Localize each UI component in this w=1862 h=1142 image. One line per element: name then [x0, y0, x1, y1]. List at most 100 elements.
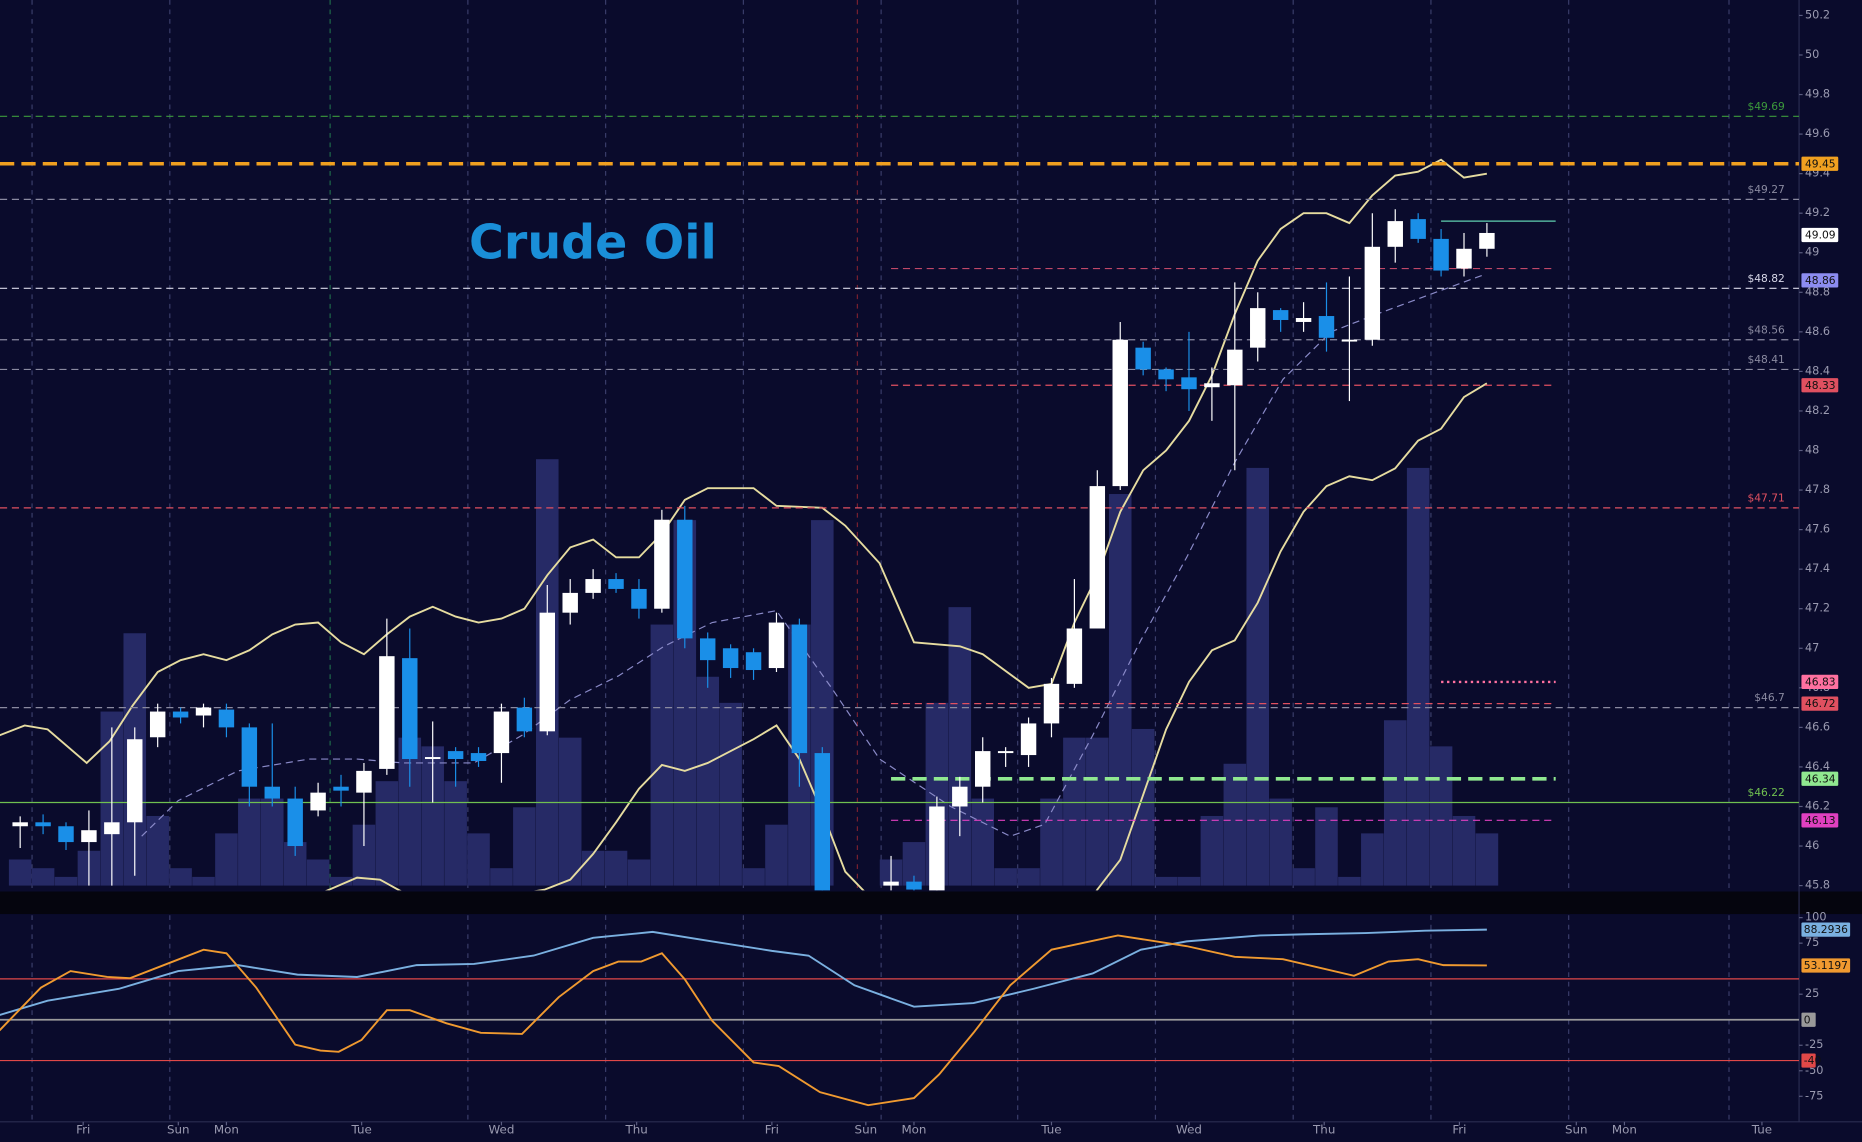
osc-level-box-label: -40	[1804, 1054, 1822, 1067]
osc-value-label: 88.2936	[1804, 923, 1848, 936]
volume-bar	[1086, 737, 1109, 886]
level-box-label: 46.72	[1805, 697, 1836, 710]
volume-bar	[627, 859, 651, 886]
candle-body	[975, 751, 991, 787]
volume-bar	[994, 868, 1017, 886]
candle-body	[379, 656, 395, 769]
osc-value-box	[1801, 958, 1851, 973]
level-label: $48.41	[1747, 353, 1784, 366]
x-tick-label: Fri	[1452, 1123, 1466, 1137]
x-tick-label: Tue	[1040, 1123, 1061, 1137]
osc-value-label: 53.1197	[1804, 959, 1848, 972]
y-tick-label: 46	[1805, 839, 1819, 852]
band-line	[141, 273, 1485, 837]
candle-body	[447, 751, 464, 760]
candle-body	[562, 592, 578, 613]
level-box-label: 48.33	[1805, 379, 1836, 392]
x-tick-label: Tue	[1751, 1123, 1772, 1137]
level-label: $47.71	[1747, 491, 1784, 504]
volume-bar	[513, 807, 536, 886]
y-tick-label: 45.8	[1805, 879, 1830, 892]
candle-body	[1410, 219, 1426, 239]
candle-body	[218, 709, 235, 728]
y-tick-label: 47.4	[1805, 562, 1830, 575]
volume-bar	[1017, 868, 1040, 886]
volume-bar	[604, 850, 628, 886]
level-box	[1801, 227, 1839, 243]
candle-body	[493, 711, 510, 754]
candle-body	[1158, 369, 1174, 380]
volume-bar	[1361, 833, 1384, 886]
y-tick-label: 48.2	[1805, 404, 1830, 417]
candle-body	[539, 612, 556, 732]
volume-bar	[1269, 798, 1292, 886]
candle-body	[1020, 723, 1037, 756]
candle-body	[585, 579, 601, 593]
candle-body	[195, 707, 212, 716]
volume-bar	[352, 824, 376, 886]
grid	[31, 0, 1730, 1122]
y-tick-label: 50.2	[1805, 8, 1830, 21]
volume-bar	[696, 676, 719, 886]
candle-body	[149, 711, 166, 738]
candle-body	[654, 519, 670, 609]
level-box	[1801, 696, 1839, 711]
candle-body	[402, 658, 418, 760]
volume-bar	[215, 833, 238, 886]
level-box	[1801, 156, 1839, 171]
volume-bar	[8, 859, 32, 886]
volume-bar	[54, 876, 78, 886]
y-tick-label: 48.4	[1805, 364, 1830, 377]
volume-bar	[306, 859, 330, 886]
candle-body	[287, 798, 303, 847]
volume-bar	[971, 798, 995, 886]
volume-bar	[1406, 467, 1430, 886]
y-tick-label: 47	[1805, 641, 1819, 654]
candle-body	[631, 588, 647, 609]
volume-bar	[375, 781, 399, 886]
osc-y-tick-label: 100	[1805, 911, 1827, 924]
oscillator-panel	[0, 928, 1800, 1107]
x-tick-label: Fri	[76, 1123, 90, 1137]
volume-bar	[398, 737, 422, 886]
x-tick-label: Sun	[167, 1123, 190, 1137]
candle-body	[768, 622, 785, 669]
y-tick-label: 49	[1805, 246, 1819, 259]
volume-bar	[260, 798, 284, 886]
candle-body	[1135, 347, 1151, 370]
candle-body	[1250, 308, 1266, 348]
volume-bar	[1292, 868, 1315, 886]
level-label: $46.7	[1754, 691, 1785, 704]
candle-body	[1272, 310, 1289, 320]
candle-body	[516, 707, 533, 732]
y-tick-label: 48.8	[1805, 285, 1830, 298]
volume-bar	[1200, 815, 1224, 886]
x-tick-label: Wed	[489, 1123, 515, 1137]
y-tick-label: 46.4	[1805, 760, 1830, 773]
y-tick-label: 49.8	[1805, 88, 1830, 101]
level-box-label: 49.45	[1805, 157, 1836, 170]
candle-body	[1066, 628, 1083, 684]
level-label: $49.27	[1747, 183, 1784, 196]
volume-bar	[421, 746, 444, 886]
level-box	[1801, 813, 1839, 828]
volume-bar	[192, 876, 215, 886]
candle-body	[883, 881, 899, 886]
candle-body	[699, 638, 716, 661]
osc-line	[0, 928, 1487, 1016]
candle-body	[1089, 486, 1106, 629]
candle-body	[470, 753, 487, 761]
volume-bar	[1475, 833, 1499, 886]
level-label: $48.82	[1747, 272, 1784, 285]
level-box	[1801, 378, 1839, 393]
volume-bar	[581, 850, 605, 886]
candle-body	[310, 792, 326, 811]
candle-body	[104, 822, 120, 835]
volume-bar	[1108, 494, 1132, 886]
axes: 45.84646.246.446.646.84747.247.447.647.8…	[76, 8, 1851, 1137]
candle-body	[722, 648, 739, 669]
candle-body	[12, 822, 28, 827]
candle-body	[1295, 318, 1312, 322]
level-box-label: 46.83	[1805, 675, 1836, 688]
